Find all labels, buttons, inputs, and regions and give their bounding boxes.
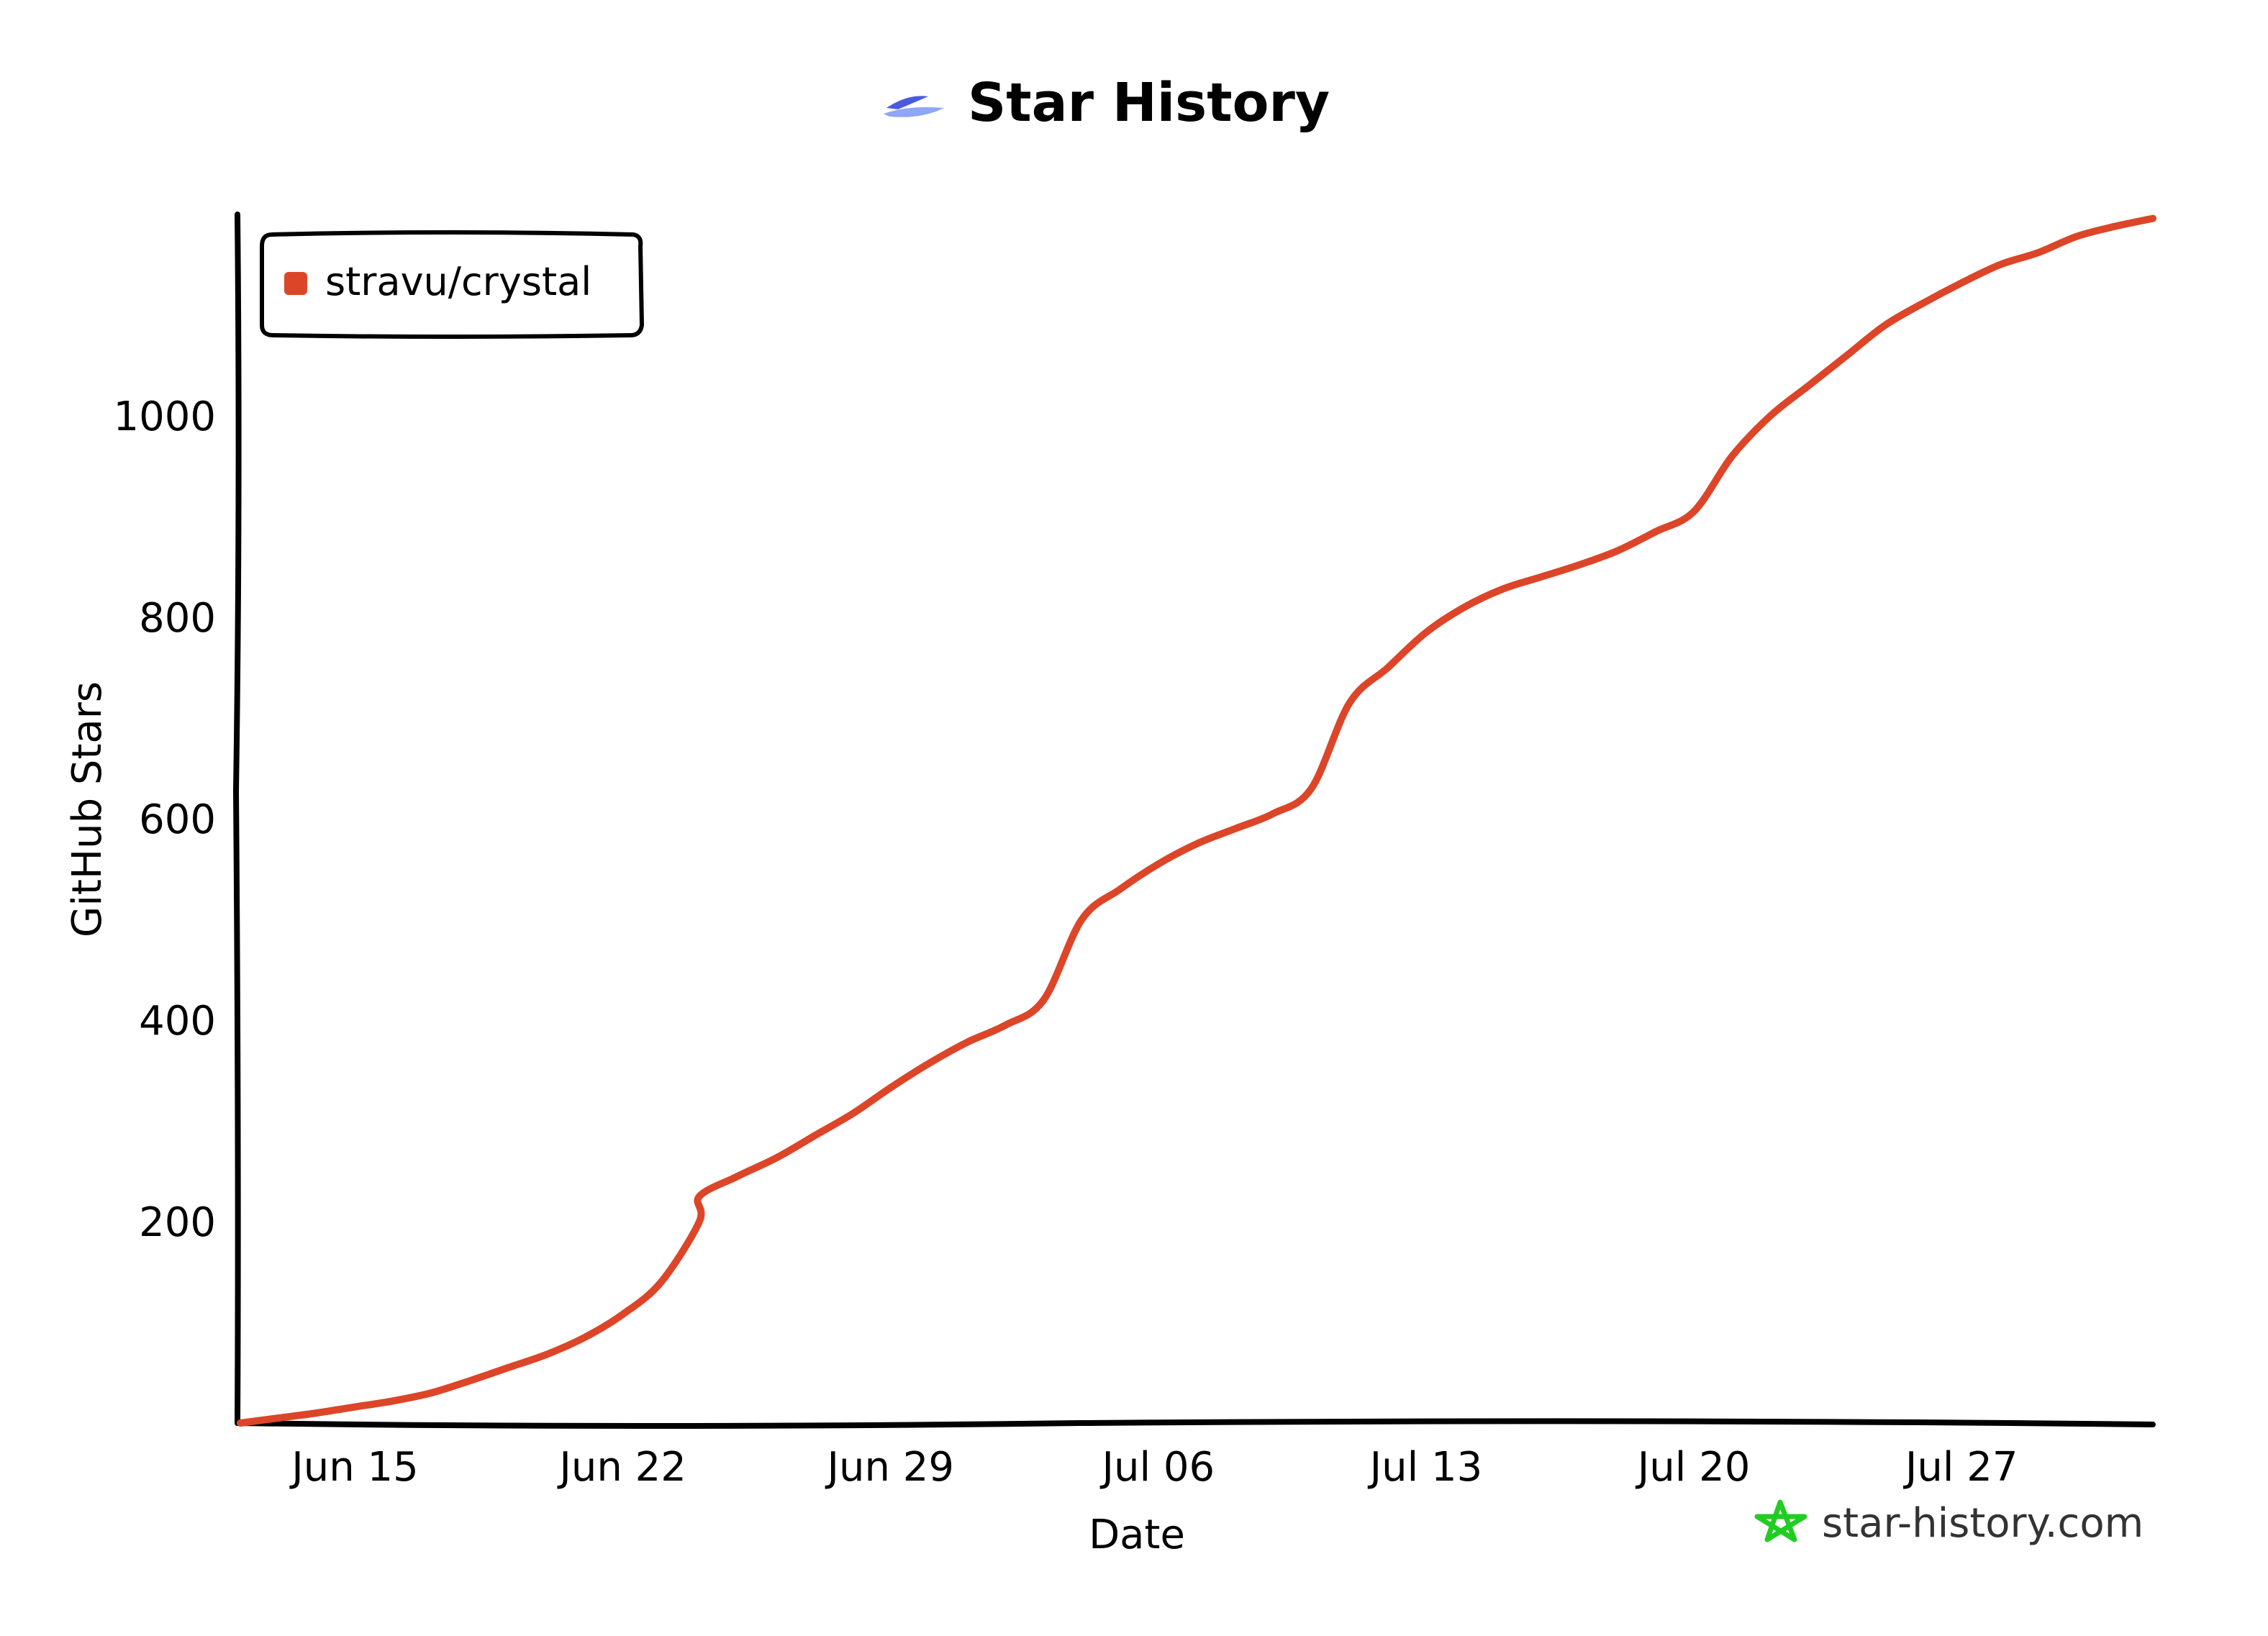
x-tick-label: Jun 29 [825, 1444, 954, 1491]
x-axis-label: Date [1089, 1512, 1185, 1558]
y-tick-label: 400 [139, 998, 216, 1045]
watermark-text: star-history.com [1822, 1500, 2144, 1547]
x-tick-label: Jun 22 [557, 1444, 686, 1491]
x-tick-label: Jun 15 [289, 1444, 419, 1491]
y-axis-ticks: 200 400 600 800 1000 [113, 394, 216, 1246]
legend-swatch [284, 272, 307, 295]
series-layer [237, 214, 2156, 1427]
star-outline-icon [1754, 1499, 1807, 1542]
axes: 200 400 600 800 1000 Jun 15 Jun 22 Jun 29 Jul 0… [113, 212, 2156, 1491]
chart-header: Star History [884, 72, 1330, 134]
y-axis-label: GitHub Stars [64, 681, 111, 937]
y-axis-line [232, 212, 242, 1426]
series-line-stravu-crystal [237, 214, 2156, 1427]
y-tick-label: 800 [139, 595, 216, 642]
x-axis-ticks: Jun 15 Jun 22 Jun 29 Jul 06 Jul 13 Jul 20 Jul … [289, 1444, 2018, 1491]
legend: stravu/crystal [260, 230, 645, 339]
x-tick-label: Jul 06 [1100, 1444, 1215, 1491]
star-history-logo-icon [884, 96, 944, 117]
legend-label: stravu/crystal [325, 259, 591, 304]
y-tick-label: 1000 [113, 394, 216, 440]
x-axis-line [235, 1418, 2156, 1429]
legend-box [260, 230, 645, 339]
x-tick-label: Jul 27 [1903, 1444, 2018, 1491]
chart-title: Star History [968, 72, 1330, 134]
watermark: star-history.com [1754, 1499, 2144, 1547]
y-tick-label: 600 [139, 796, 216, 843]
y-tick-label: 200 [139, 1199, 216, 1246]
x-tick-label: Jul 20 [1636, 1444, 1751, 1491]
x-tick-label: Jul 13 [1368, 1444, 1483, 1491]
